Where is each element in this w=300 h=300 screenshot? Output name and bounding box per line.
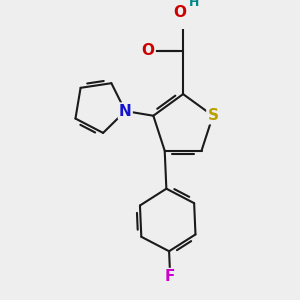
- Text: O: O: [142, 43, 155, 58]
- Text: N: N: [119, 103, 132, 118]
- Text: O: O: [174, 5, 187, 20]
- Text: F: F: [165, 269, 175, 284]
- Text: H: H: [189, 0, 199, 9]
- Text: S: S: [207, 108, 218, 123]
